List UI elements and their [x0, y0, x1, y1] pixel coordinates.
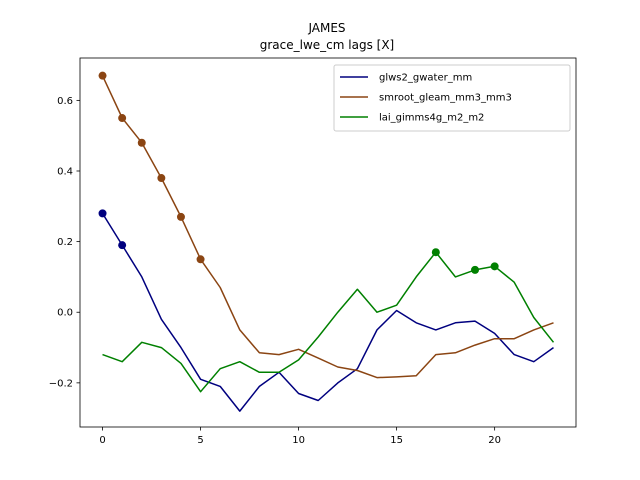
y-tick-label: 0.6 [57, 96, 73, 107]
series-marker-smroot_gleam_mm3_mm3 [118, 114, 127, 123]
series-marker-smroot_gleam_mm3_mm3 [176, 212, 185, 221]
series-line-smroot_gleam_mm3_mm3 [101, 75, 554, 379]
legend-label: lai_gimms4g_m2_m2 [379, 113, 484, 124]
series-marker-smroot_gleam_mm3_mm3 [196, 255, 205, 264]
series-marker-lai_gimms4g_m2_m2 [471, 265, 480, 274]
plot-area: 0 5 10 15 20 −0.2 0.0 0.2 0.4 0.6 [49, 57, 577, 446]
series-line-lai_gimms4g_m2_m2 [102, 251, 555, 393]
series-marker-smroot_gleam_mm3_mm3 [157, 174, 166, 183]
x-tick-label: 20 [488, 435, 501, 446]
legend-label: glws2_gwater_mm [379, 73, 472, 84]
series-marker-lai_gimms4g_m2_m2 [431, 248, 440, 257]
series-line-glws2_gwater_mm [101, 213, 554, 412]
series-marker-glws2_gwater_mm [98, 209, 107, 218]
x-tick-label: 15 [390, 435, 403, 446]
series-marker-lai_gimms4g_m2_m2 [490, 262, 499, 271]
series-marker-smroot_gleam_mm3_mm3 [137, 138, 146, 147]
y-tick-label: 0.4 [57, 166, 73, 177]
legend: glws2_gwater_mm smroot_gleam_mm3_mm3 lai_g… [333, 64, 571, 132]
y-tick-label: −0.2 [49, 378, 73, 389]
y-tick-label: 0.2 [57, 237, 73, 248]
x-tick-label: 0 [99, 435, 105, 446]
series-marker-glws2_gwater_mm [118, 241, 127, 250]
y-tick-label: 0.0 [57, 308, 73, 319]
chart-title: JAMES [307, 21, 345, 35]
x-tick-label: 10 [292, 435, 305, 446]
axes-frame [79, 57, 577, 428]
x-tick-label: 5 [197, 435, 203, 446]
legend-box [333, 64, 571, 132]
series-marker-smroot_gleam_mm3_mm3 [98, 71, 107, 80]
chart-subtitle: grace_lwe_cm lags [X] [260, 38, 394, 52]
legend-label: smroot_gleam_mm3_mm3 [379, 93, 512, 104]
